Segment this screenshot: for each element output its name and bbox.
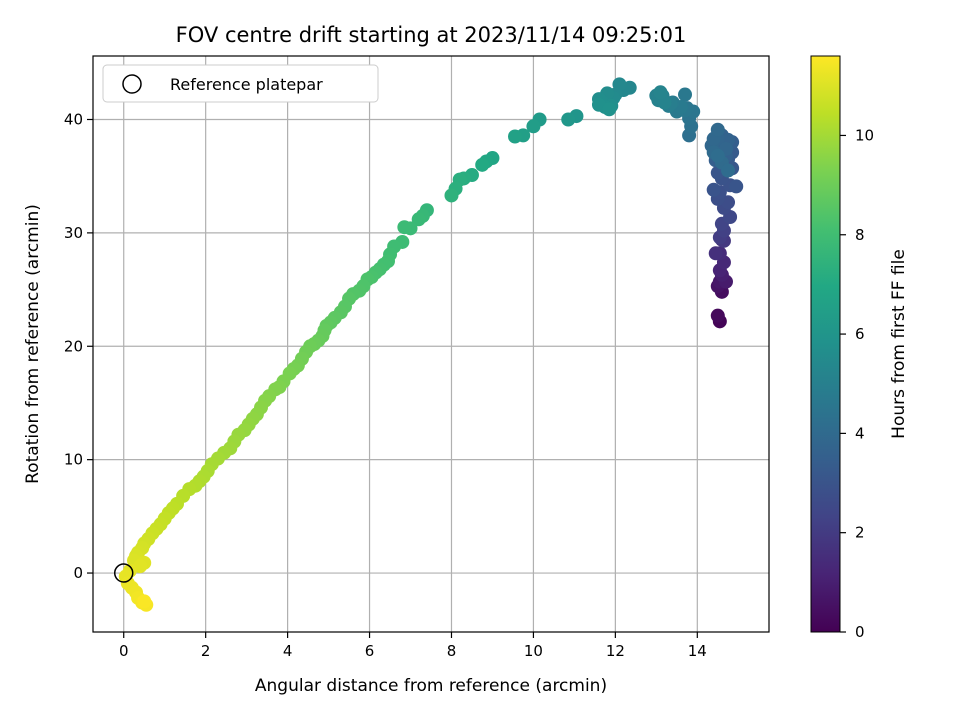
legend-box [102,64,379,103]
scatter-point [475,157,490,172]
scatter-point [411,212,426,227]
x-tick-label: 12 [606,642,625,660]
scatter-point [397,220,412,235]
scatter-point [137,594,152,609]
data-points [113,77,744,612]
y-tick-label: 40 [64,110,83,128]
scatter-point [444,188,459,203]
colorbar-tick-label: 10 [855,126,874,144]
colorbar-label: Hours from first FF file [889,249,909,439]
reference-platepar-marker [113,563,134,583]
legend-entry-label: Reference platepar [170,75,323,94]
x-tick-label: 10 [524,642,543,660]
y-axis-ticks: 0 10 20 30 40 [64,110,93,582]
x-tick-label: 4 [283,642,293,660]
x-tick-label: 6 [365,642,375,660]
x-tick-label: 14 [688,642,707,660]
scatter-point [708,246,723,261]
scatter-point [602,102,617,117]
y-axis-label: Rotation from reference (arcmin) [23,204,43,484]
x-tick-label: 0 [119,642,129,660]
scatter-point [710,308,725,323]
colorbar-gradient [810,55,841,633]
scatter-point [678,87,693,102]
scatter-point [721,163,736,178]
x-tick-label: 8 [447,642,457,660]
scatter-point [526,119,541,134]
y-tick-label: 20 [64,337,83,355]
x-axis-label: Angular distance from reference (arcmin) [255,676,607,696]
scatter-point [653,85,668,100]
colorbar-tick-label: 2 [855,524,865,542]
chart-title: FOV centre drift starting at 2023/11/14 … [176,23,687,47]
scatter-point [710,122,725,137]
y-tick-label: 10 [64,451,83,469]
scatter-point [706,182,721,197]
grid-lines [93,56,769,632]
colorbar-ticks: 0 2 4 6 8 10 [840,126,874,641]
legend: Reference platepar [102,64,379,103]
legend-reference-marker [122,74,142,94]
colorbar-tick-label: 8 [855,226,865,244]
colorbar-tick-label: 6 [855,325,865,343]
y-tick-label: 0 [73,564,83,582]
x-tick-label: 2 [201,642,211,660]
scatter-point [710,148,725,163]
scatter-point [729,179,744,194]
y-tick-label: 30 [64,224,83,242]
scatter-point [561,112,576,127]
x-axis-ticks: 0 2 4 6 8 10 12 14 [119,632,707,660]
colorbar-tick-label: 4 [855,424,865,442]
colorbar: 0 2 4 6 8 10 Hours from first FF file [810,55,909,641]
colorbar-tick-label: 0 [855,623,865,641]
scatter-point [507,129,522,144]
plot-frame [92,55,770,633]
